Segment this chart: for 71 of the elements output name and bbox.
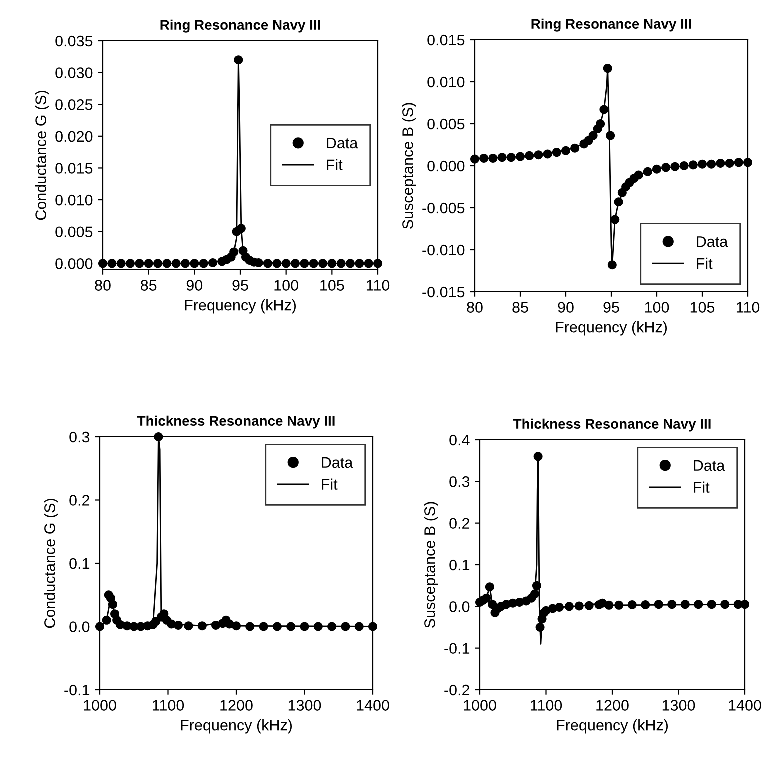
y-tick-label: 0.3 bbox=[70, 432, 90, 443]
y-tick-label: -0.1 bbox=[444, 643, 470, 654]
x-tick-label: 80 bbox=[467, 302, 483, 313]
x-tick-label: 1000 bbox=[464, 700, 496, 711]
x-tick-label: 1300 bbox=[662, 700, 696, 711]
y-tick-label: 0.010 bbox=[56, 194, 93, 206]
chart-title: Thickness Resonance Navy III bbox=[513, 418, 711, 432]
y-tick-label: -0.010 bbox=[422, 244, 465, 256]
x-tick-label: 1200 bbox=[220, 700, 253, 711]
legend-label: Fit bbox=[322, 478, 338, 490]
legend-label: Fit bbox=[694, 482, 710, 493]
x-tick-label: 80 bbox=[95, 280, 111, 291]
x-tick-label: 105 bbox=[320, 280, 344, 291]
x-tick-label: 110 bbox=[366, 280, 390, 291]
y-tick-label: -0.1 bbox=[64, 684, 90, 696]
y-tick-label: -0.005 bbox=[422, 202, 465, 214]
x-tick-label: 110 bbox=[736, 302, 760, 313]
x-tick-label: 1300 bbox=[288, 700, 322, 711]
y-tick-label: 0.1 bbox=[70, 558, 90, 570]
legend-label: Fit bbox=[697, 258, 713, 270]
y-axis-title: Susceptance B (S) bbox=[424, 502, 438, 628]
legend-label: Data bbox=[322, 457, 354, 468]
y-tick-label: 0.0 bbox=[70, 622, 90, 632]
y-tick-label: 0.3 bbox=[450, 476, 470, 488]
x-tick-label: 100 bbox=[274, 280, 298, 291]
x-tick-label: 105 bbox=[690, 302, 715, 313]
chart-title: Ring Resonance Navy III bbox=[532, 18, 692, 32]
x-tick-label: 1100 bbox=[530, 700, 562, 711]
y-tick-label: 0.010 bbox=[428, 76, 465, 88]
y-tick-label: 0.035 bbox=[56, 36, 93, 47]
y-tick-label: 0.015 bbox=[56, 163, 93, 174]
y-axis-title: Conductance G (S) bbox=[35, 91, 50, 220]
y-tick-label: 0.4 bbox=[450, 434, 470, 446]
x-tick-label: 90 bbox=[186, 280, 203, 291]
x-tick-label: 1400 bbox=[357, 700, 390, 711]
y-tick-label: 0.2 bbox=[450, 518, 470, 530]
x-axis-title: Frequency (kHz) bbox=[556, 322, 668, 336]
x-axis-title: Frequency (kHz) bbox=[557, 720, 668, 734]
x-tick-label: 1200 bbox=[596, 700, 629, 711]
x-axis-title: Frequency (kHz) bbox=[185, 300, 296, 314]
y-tick-label: 0.005 bbox=[428, 118, 465, 130]
x-tick-label: 85 bbox=[141, 280, 157, 291]
y-tick-label: -0.2 bbox=[444, 684, 470, 696]
y-tick-label: 0.020 bbox=[56, 131, 93, 142]
x-tick-label: 1400 bbox=[729, 700, 762, 711]
chart-title: Ring Resonance Navy III bbox=[160, 20, 320, 33]
x-tick-label: 95 bbox=[232, 280, 248, 291]
x-tick-label: 1100 bbox=[152, 700, 184, 711]
y-axis-title: Conductance G (S) bbox=[44, 499, 58, 628]
y-tick-label: 0.2 bbox=[70, 495, 90, 506]
chart-title: Thickness Resonance Navy III bbox=[137, 416, 335, 429]
y-tick-label: 0.005 bbox=[56, 226, 93, 238]
y-tick-label: 0.1 bbox=[450, 560, 470, 571]
legend-label: Fit bbox=[327, 159, 343, 171]
y-tick-label: 0.030 bbox=[56, 68, 93, 78]
x-tick-label: 100 bbox=[645, 302, 670, 313]
legend-label: Data bbox=[697, 236, 728, 248]
x-tick-label: 1000 bbox=[84, 700, 116, 711]
y-tick-label: 0.015 bbox=[428, 34, 465, 46]
y-tick-label: 0.0 bbox=[450, 602, 470, 612]
y-tick-label: 0.000 bbox=[56, 258, 93, 270]
x-axis-title: Frequency (kHz) bbox=[181, 720, 292, 734]
y-tick-label: 0.000 bbox=[428, 160, 465, 172]
x-tick-label: 90 bbox=[558, 302, 574, 313]
legend-label: Data bbox=[327, 138, 358, 149]
x-tick-label: 85 bbox=[512, 302, 528, 313]
y-tick-label: -0.015 bbox=[422, 286, 465, 298]
legend-label: Data bbox=[694, 460, 726, 472]
y-tick-label: 0.025 bbox=[56, 99, 93, 110]
y-axis-title: Susceptance B (S) bbox=[402, 103, 416, 229]
x-tick-label: 95 bbox=[604, 302, 620, 313]
